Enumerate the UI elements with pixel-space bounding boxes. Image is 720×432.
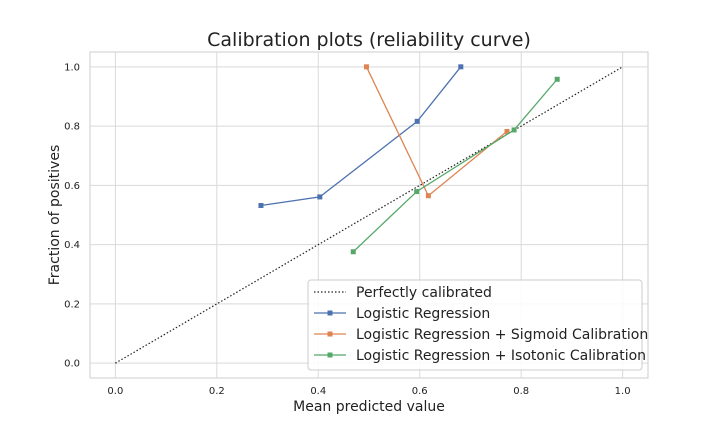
y-tick-label: 0.2 — [64, 299, 80, 310]
data-point — [414, 189, 420, 195]
legend-label: Logistic Regression + Sigmoid Calibratio… — [356, 327, 648, 343]
data-point — [458, 64, 464, 70]
y-tick-label: 0.0 — [64, 359, 80, 370]
y-tick-labels: 0.0 0.2 0.4 0.6 0.8 1.0 — [64, 62, 80, 369]
legend-items: Perfectly calibrated Logistic Regression L… — [314, 285, 648, 364]
legend-marker — [327, 310, 333, 316]
data-point — [363, 64, 369, 70]
x-tick-labels: 0.0 0.2 0.4 0.6 0.8 1.0 — [107, 386, 630, 397]
data-point — [414, 118, 420, 124]
x-tick-label: 0.8 — [513, 386, 529, 397]
legend-label: Logistic Regression + Isotonic Calibrati… — [356, 348, 646, 364]
data-point — [258, 203, 264, 209]
legend-marker — [327, 352, 333, 358]
y-axis-label: Fraction of positives — [47, 145, 63, 286]
legend-box — [307, 279, 643, 371]
series-layer — [115, 64, 623, 364]
data-point — [554, 76, 560, 82]
x-tick-label: 0.0 — [107, 386, 123, 397]
series-line — [260, 66, 462, 207]
x-tick-label: 1.0 — [615, 386, 631, 397]
data-point — [350, 249, 356, 255]
data-point — [511, 127, 517, 133]
legend-marker — [327, 331, 333, 337]
x-tick-label: 0.6 — [412, 386, 428, 397]
y-tick-label: 1.0 — [64, 62, 80, 73]
data-point — [425, 193, 431, 199]
series-line — [352, 78, 558, 253]
chart-title: Calibration plots (reliability curve) — [207, 29, 531, 51]
y-tick-label: 0.4 — [64, 240, 80, 251]
legend-label: Perfectly calibrated — [356, 285, 492, 301]
legend: Perfectly calibrated Logistic Regression L… — [307, 279, 648, 371]
data-point — [317, 194, 323, 200]
x-tick-label: 0.2 — [209, 386, 225, 397]
y-tick-label: 0.6 — [64, 181, 80, 192]
x-tick-label: 0.4 — [310, 386, 326, 397]
legend-label: Logistic Regression — [356, 306, 490, 322]
y-tick-label: 0.8 — [64, 122, 80, 133]
data-point — [504, 128, 510, 134]
x-axis-label: Mean predicted value — [293, 399, 445, 415]
